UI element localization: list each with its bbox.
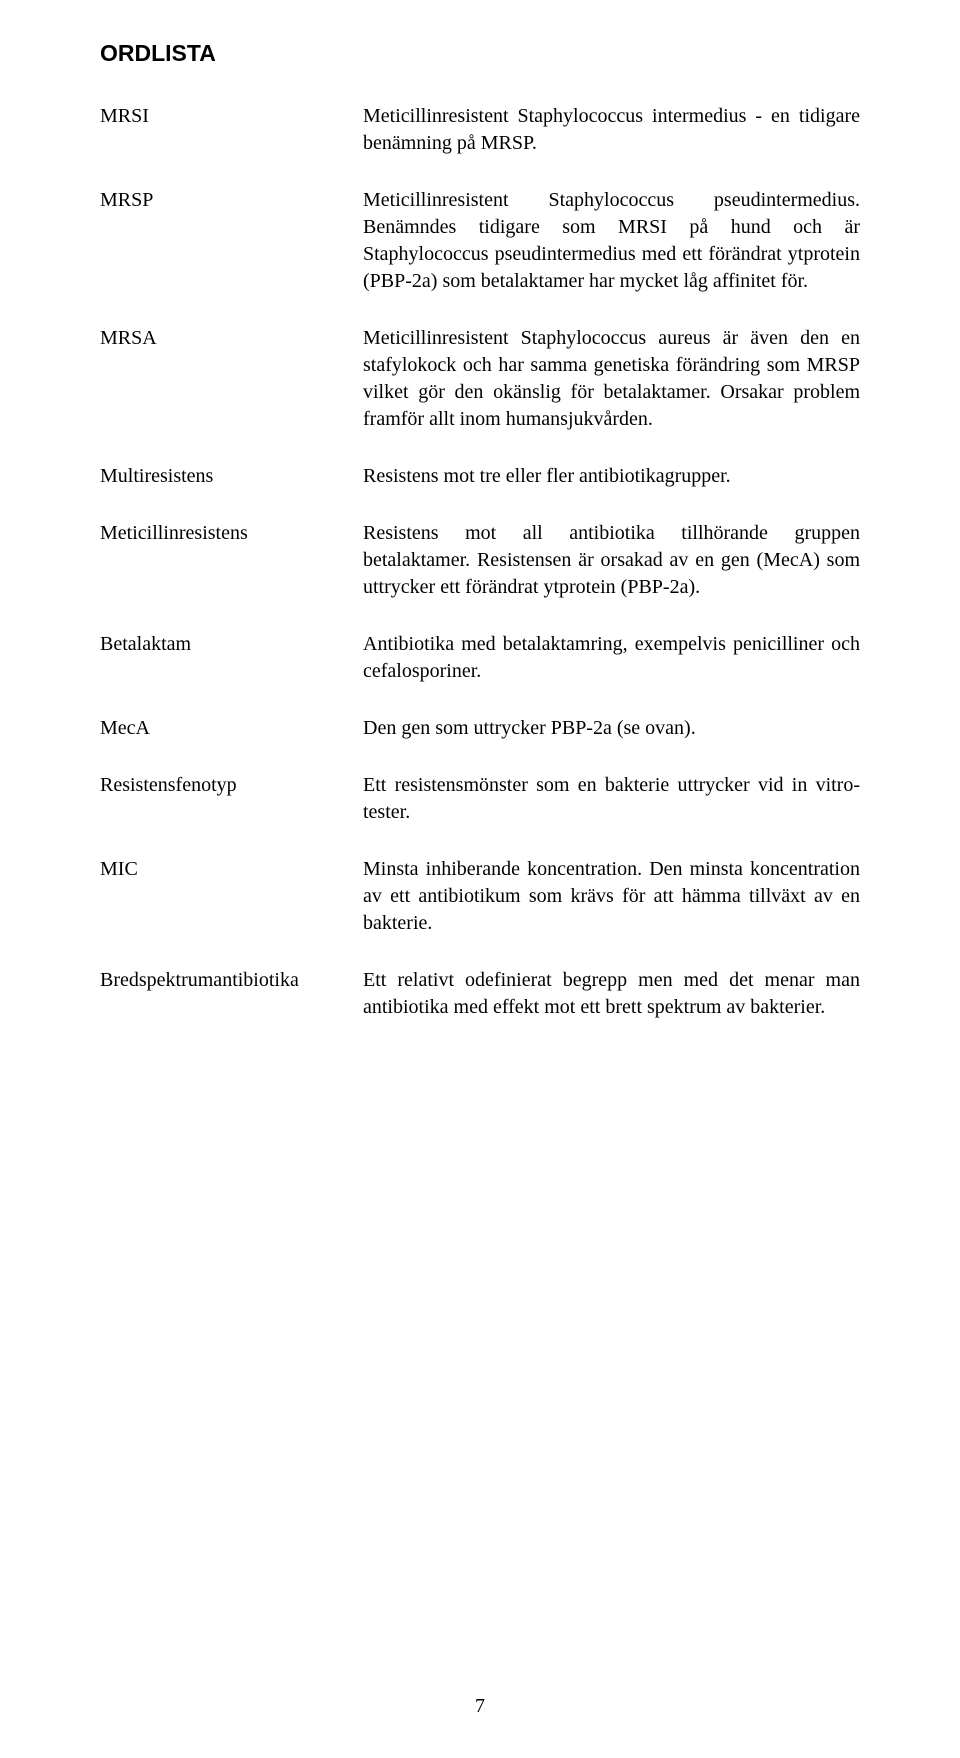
glossary-entry: MIC Minsta inhiberande koncentration. De… bbox=[100, 856, 860, 937]
glossary-definition: Den gen som uttrycker PBP-2a (se ovan). bbox=[363, 715, 860, 742]
glossary-entry: MRSA Meticillinresistent Staphylococcus … bbox=[100, 325, 860, 433]
glossary-definition: Minsta inhiberande koncentration. Den mi… bbox=[363, 856, 860, 937]
glossary-term: MRSA bbox=[100, 325, 363, 433]
glossary-entry: Multiresistens Resistens mot tre eller f… bbox=[100, 463, 860, 490]
glossary-term: Betalaktam bbox=[100, 631, 363, 685]
glossary-term: Bredspektrumantibiotika bbox=[100, 967, 363, 1021]
glossary-term: MIC bbox=[100, 856, 363, 937]
glossary-term: MRSP bbox=[100, 187, 363, 295]
document-page: ORDLISTA MRSI Meticillinresistent Staphy… bbox=[0, 0, 960, 1758]
glossary-term: MRSI bbox=[100, 103, 363, 157]
glossary-entry: Betalaktam Antibiotika med betalaktamrin… bbox=[100, 631, 860, 685]
glossary-term: Meticillinresistens bbox=[100, 520, 363, 601]
glossary-definition: Meticillinresistent Staphylococcus pseud… bbox=[363, 187, 860, 295]
glossary-definition: Meticillinresistent Staphylococcus aureu… bbox=[363, 325, 860, 433]
glossary-definition: Resistens mot all antibiotika tillhörand… bbox=[363, 520, 860, 601]
glossary-entry: MRSI Meticillinresistent Staphylococcus … bbox=[100, 103, 860, 157]
glossary-entry: Bredspektrumantibiotika Ett relativt ode… bbox=[100, 967, 860, 1021]
glossary-term: Resistensfenotyp bbox=[100, 772, 363, 826]
glossary-entry: Resistensfenotyp Ett resistensmönster so… bbox=[100, 772, 860, 826]
glossary-term: Multiresistens bbox=[100, 463, 363, 490]
glossary-definition: Ett resistensmönster som en bakterie utt… bbox=[363, 772, 860, 826]
glossary-entry: MRSP Meticillinresistent Staphylococcus … bbox=[100, 187, 860, 295]
glossary-definition: Resistens mot tre eller fler antibiotika… bbox=[363, 463, 860, 490]
page-heading: ORDLISTA bbox=[100, 40, 860, 67]
glossary-entry: MecA Den gen som uttrycker PBP-2a (se ov… bbox=[100, 715, 860, 742]
glossary-definition: Ett relativt odefinierat begrepp men med… bbox=[363, 967, 860, 1021]
glossary-definition: Antibiotika med betalaktamring, exempelv… bbox=[363, 631, 860, 685]
glossary-term: MecA bbox=[100, 715, 363, 742]
glossary-entry: Meticillinresistens Resistens mot all an… bbox=[100, 520, 860, 601]
glossary-definition: Meticillinresistent Staphylococcus inter… bbox=[363, 103, 860, 157]
page-number: 7 bbox=[0, 1695, 960, 1718]
